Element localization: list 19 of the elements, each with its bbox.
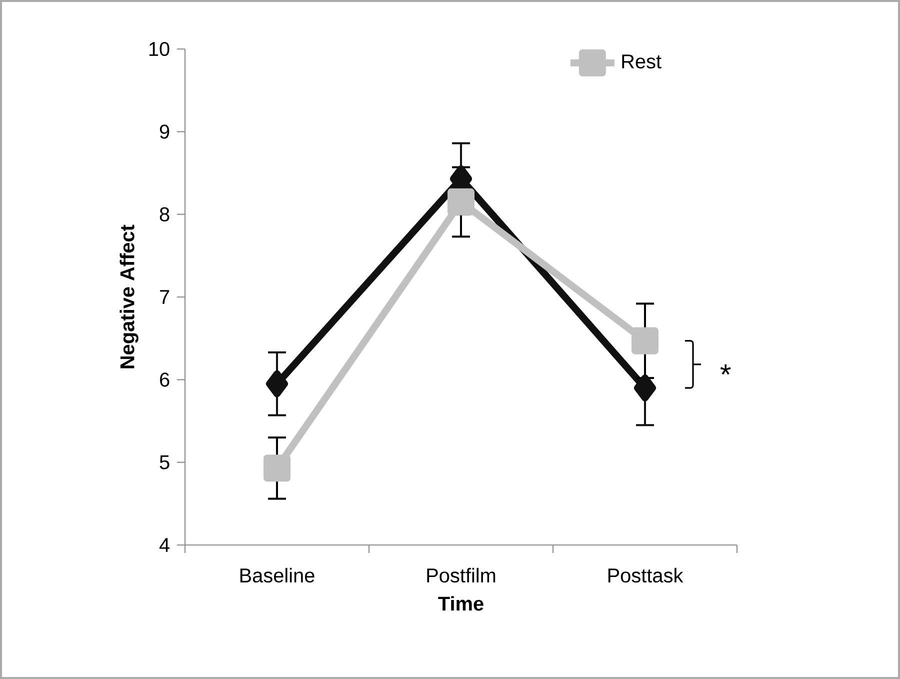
y-tick-label: 7 xyxy=(160,290,170,304)
y-tick-label: 8 xyxy=(160,207,170,222)
y-tick-label: 4 xyxy=(159,538,170,552)
point xyxy=(264,454,290,482)
x-tick-label: Posttask xyxy=(608,568,684,583)
y-tick-label: 9 xyxy=(160,124,170,139)
point xyxy=(448,188,474,216)
x-axis-title: Time xyxy=(438,596,484,611)
y-tick-label: 5 xyxy=(160,455,170,470)
y-tick-label: 10 xyxy=(149,42,170,56)
y-axis-title: Negative Affect xyxy=(120,224,138,368)
y-tick-label: 6 xyxy=(160,372,170,387)
point xyxy=(634,374,656,402)
x-tick-label: Postfilm xyxy=(427,568,496,583)
point xyxy=(266,370,288,398)
legend-label: Rest xyxy=(622,54,662,68)
x-tick-label: Baseline xyxy=(240,568,314,583)
annotation: * xyxy=(720,364,731,375)
point xyxy=(632,327,659,354)
